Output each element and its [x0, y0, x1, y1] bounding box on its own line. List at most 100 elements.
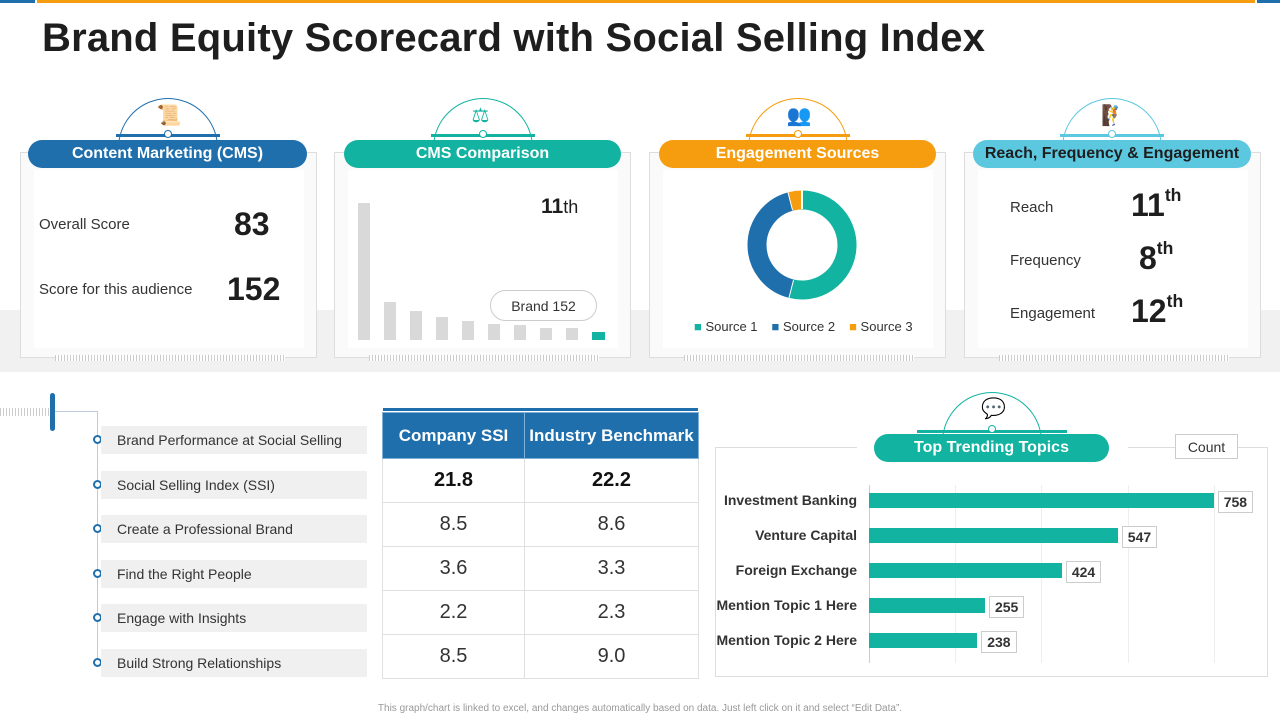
topic-label: Mention Topic 2 Here	[716, 632, 857, 648]
trending-panel	[715, 447, 1268, 677]
overall-score-label: Overall Score	[39, 216, 130, 233]
audience-score-value: 152	[227, 271, 281, 307]
cms-bar-3	[410, 311, 422, 340]
table-cell: 21.8	[382, 458, 525, 503]
topic-bar	[869, 633, 978, 648]
trending-rule-left	[715, 447, 857, 448]
cms-bar-4	[436, 316, 448, 340]
legend-swatch: ■	[771, 319, 780, 334]
connector-line	[55, 411, 98, 412]
topic-bar	[869, 528, 1118, 543]
table-cell: 2.3	[524, 590, 699, 635]
topic-label: Investment Banking	[723, 492, 857, 508]
legend-source-3: ■ Source 3	[849, 319, 913, 334]
list-marker	[50, 393, 55, 431]
table-row: 3.6 3.3	[382, 546, 699, 591]
table-cell: 3.6	[382, 546, 525, 591]
legend-label: Source 2	[783, 319, 836, 334]
top-accent-blue	[0, 0, 35, 3]
list-item: Build Strong Relationships	[101, 648, 367, 677]
rfe-label-2: Engagement	[1010, 305, 1096, 322]
rfe-value-2: 12th	[1131, 291, 1184, 330]
climbing-person-icon: 🧗	[1101, 105, 1126, 127]
donut-slice-3	[788, 190, 803, 211]
cms-bar-6	[488, 323, 500, 340]
legend-swatch: ■	[849, 319, 857, 334]
cms-bar-9	[566, 327, 578, 340]
overall-score-value: 83	[234, 206, 270, 242]
table-cell: 22.2	[524, 458, 699, 503]
topic-value: 238	[981, 631, 1017, 653]
engagement-icon: 👥	[786, 105, 812, 127]
cms-bar-8	[540, 327, 552, 340]
topic-value: 424	[1065, 561, 1102, 583]
table-cell: 2.2	[382, 590, 525, 635]
cms-rank-number: 11	[541, 195, 564, 218]
rfe-suffix: th	[1166, 291, 1184, 311]
topic-label: Venture Capital	[755, 527, 857, 543]
legend-label: Source 3	[860, 319, 913, 334]
topic-label: Mention Topic 1 Here	[716, 597, 857, 613]
table-cell: 8.6	[524, 502, 699, 547]
cms-bar-7	[514, 324, 526, 340]
topic-label: Foreign Exchange	[735, 562, 857, 578]
topic-value: 758	[1217, 491, 1254, 513]
trending-chart: Investment Banking 758 Venture Capital 54…	[715, 480, 1268, 670]
list-item: Brand Performance at Social Selling	[101, 426, 367, 454]
chat-chart-icon: 💬	[981, 398, 1006, 420]
legend-label: Source 1	[705, 319, 758, 334]
cms-bar-Brand	[592, 331, 605, 340]
table-row: 8.5 9.0	[382, 634, 699, 679]
list-item: Create a Professional Brand	[101, 515, 367, 543]
table-row: 8.5 8.6	[382, 502, 699, 547]
trending-title: Top Trending Topics	[874, 434, 1109, 462]
top-accent-blue-right	[1257, 0, 1280, 3]
card-4-hatch	[999, 355, 1229, 361]
legend-source-2: ■ Source 2	[772, 319, 836, 334]
list-item: Social Selling Index (SSI)	[101, 470, 367, 499]
rfe-suffix: th	[1164, 185, 1182, 205]
topic-bar	[869, 493, 1214, 508]
card-3-hatch	[684, 355, 914, 361]
card-2-arc-dot	[478, 130, 487, 138]
table-top-rule	[383, 408, 698, 411]
footer-note: This graph/chart is linked to excel, and…	[377, 703, 903, 714]
legend-count: Count	[1175, 434, 1238, 459]
rfe-label-1: Frequency	[1010, 252, 1081, 269]
donut-separator	[787, 279, 795, 299]
card-4-title: Reach, Frequency & Engagement	[973, 140, 1251, 168]
top-accent-orange	[37, 0, 1255, 3]
cms-rank: 11th	[541, 195, 578, 219]
rfe-suffix: th	[1156, 238, 1174, 258]
card-1-hatch	[55, 355, 285, 361]
cms-bar-5	[462, 320, 474, 340]
list-item: Find the Right People	[101, 559, 367, 588]
page-title: Brand Equity Scorecard with Social Selli…	[42, 16, 986, 60]
content-scroll-icon: 📜	[156, 105, 182, 127]
topic-bar	[869, 563, 1062, 578]
legend-swatch: ■	[694, 319, 702, 334]
card-1-arc-dot	[163, 130, 172, 138]
connector-vertical	[97, 411, 98, 665]
list-hatch	[0, 408, 50, 416]
audience-score-label: Score for this audience	[39, 281, 193, 298]
topic-bar	[869, 598, 985, 613]
cms-bar-2	[384, 301, 396, 340]
rfe-number: 12	[1131, 293, 1167, 329]
table-cell: 8.5	[382, 502, 525, 547]
donut-slice-1	[788, 190, 857, 300]
card-2-hatch	[369, 355, 599, 361]
brand-callout: Brand 152	[490, 290, 597, 321]
card-4-arc-dot	[1108, 130, 1116, 138]
card-3-title: Engagement Sources	[659, 140, 936, 168]
card-1-panel	[34, 170, 304, 348]
header-company-ssi: Company SSI	[382, 412, 525, 459]
cms-rank-suffix: th	[563, 197, 579, 217]
engagement-donut	[747, 190, 857, 300]
comparison-icon: ⚖	[471, 105, 490, 127]
trending-arc-dot	[988, 425, 996, 433]
table-row: 21.8 22.2	[382, 458, 699, 503]
rfe-number: 8	[1139, 240, 1157, 276]
rfe-value-1: 8th	[1139, 238, 1174, 277]
card-3-arc-dot	[793, 130, 802, 138]
